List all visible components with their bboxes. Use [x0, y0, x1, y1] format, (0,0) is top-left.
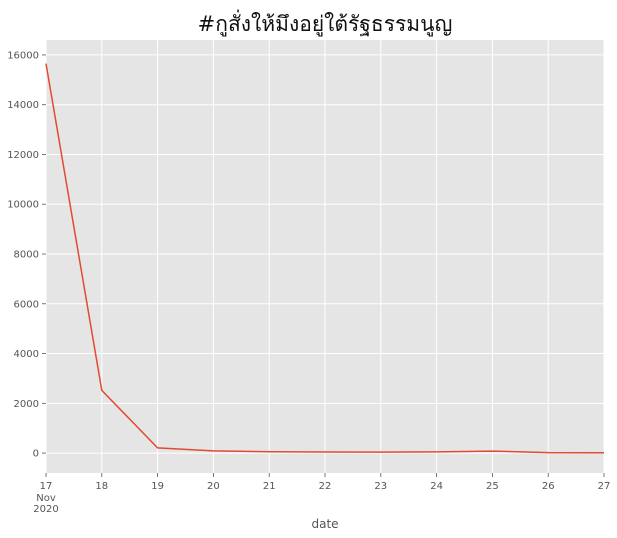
x-tick-label: 26	[542, 481, 555, 492]
x-tick-label: 22	[319, 481, 332, 492]
x-tick-label: 24	[430, 481, 443, 492]
y-axis-ticks: 0 2000 4000 6000 8000 10000 12000 14000 16000	[7, 50, 46, 460]
y-tick-label: 14000	[7, 100, 39, 111]
x-axis-label: date	[311, 517, 338, 531]
y-tick-label: 8000	[14, 250, 39, 261]
y-tick-label: 0	[33, 449, 39, 460]
y-tick-label: 2000	[14, 399, 39, 410]
x-tick-month-label: Nov	[36, 493, 56, 504]
chart-title: #กูสั่งให้มึงอยู่ใต้รัฐธรรมนูญ	[198, 9, 453, 37]
x-tick-label: 17	[40, 481, 53, 492]
y-tick-label: 6000	[14, 299, 39, 310]
y-tick-label: 12000	[7, 150, 39, 161]
y-tick-label: 4000	[14, 349, 39, 360]
x-tick-label: 21	[263, 481, 276, 492]
x-tick-label: 19	[151, 481, 164, 492]
x-tick-label: 27	[598, 481, 611, 492]
x-tick-label: 20	[207, 481, 220, 492]
x-tick-label: 23	[374, 481, 387, 492]
y-tick-label: 10000	[7, 200, 39, 211]
series-line	[45, 63, 605, 454]
grid-lines	[45, 40, 605, 473]
x-tick-label: 18	[95, 481, 108, 492]
y-tick-label: 16000	[7, 50, 39, 61]
x-tick-label: 25	[486, 481, 499, 492]
x-tick-year-label: 2020	[33, 504, 58, 515]
